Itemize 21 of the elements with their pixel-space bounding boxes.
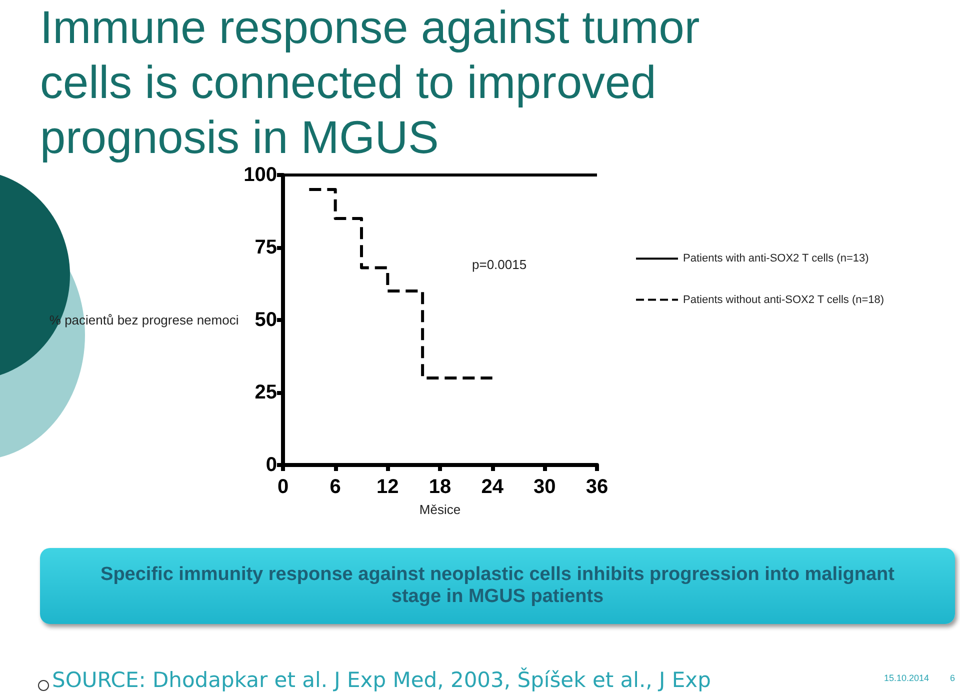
y-tick-label: 100: [244, 164, 277, 186]
x-tick-label: 24: [481, 476, 504, 498]
x-tick-label: 30: [534, 476, 556, 498]
x-axis-title: Měsice: [419, 502, 461, 517]
source-note: SOURCE: Dhodapkar et al. J Exp Med, 2003, Špíšek et al., J Exp: [52, 668, 711, 692]
y-tick-label: 75: [254, 236, 277, 258]
y-axis-title: % pacientů bez progrese nemoci: [49, 312, 239, 328]
y-tick-label: 50: [254, 309, 277, 331]
x-tick-label: 6: [330, 476, 341, 498]
chart-title: Immune response against tumor cells is connected to improved prognosis in MGUS: [40, 0, 701, 165]
y-tick-label: 25: [254, 382, 277, 404]
text: 6: [950, 673, 956, 683]
legend-label: Patients with anti-SOX2 T cells (n=13): [683, 252, 869, 265]
legend-label: Patients without anti-SOX2 T cells (n=18): [683, 294, 884, 306]
y-tick-label: 0: [266, 454, 277, 476]
annotation: p=0.0015: [472, 257, 527, 272]
x-tick-label: 18: [428, 476, 452, 498]
x-tick-label: 36: [586, 476, 608, 498]
callout-box: Specific immunity response against neoplastic cells inhibits progression into malignant stage in MGUS patients: [40, 548, 955, 624]
text: 15.10.2014: [884, 673, 930, 683]
x-tick-label: 12: [376, 476, 399, 498]
